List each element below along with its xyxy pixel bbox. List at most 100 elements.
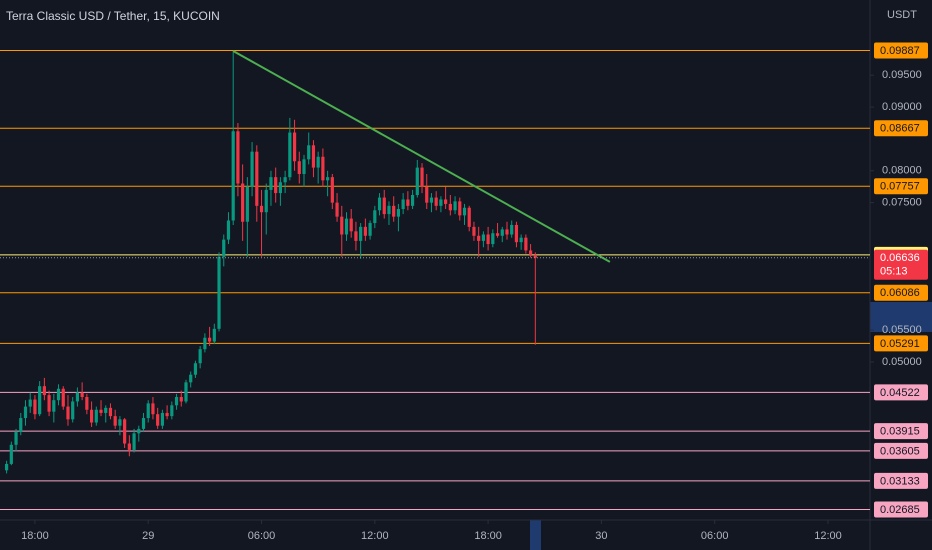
candle-body bbox=[80, 392, 84, 398]
candle-body bbox=[340, 216, 344, 235]
level-label: 0.09887 bbox=[880, 45, 920, 57]
level-label: 0.03605 bbox=[880, 445, 920, 457]
candle-body bbox=[241, 183, 245, 222]
candle-body bbox=[425, 186, 429, 203]
candle-body bbox=[236, 131, 240, 184]
candle-body bbox=[75, 392, 80, 402]
candle-body bbox=[344, 218, 349, 235]
candle-body bbox=[193, 363, 198, 375]
candle-body bbox=[283, 177, 287, 183]
candle-body bbox=[113, 416, 117, 426]
candle-body bbox=[259, 205, 264, 213]
candle-body bbox=[217, 256, 221, 329]
candle-body bbox=[184, 382, 188, 402]
x-tick-label: 18:00 bbox=[474, 530, 502, 542]
y-tick-label: 0.08000 bbox=[882, 165, 922, 177]
candle-body bbox=[392, 205, 396, 217]
candle-body bbox=[99, 409, 103, 413]
candle-body bbox=[524, 237, 528, 251]
candle-body bbox=[316, 156, 320, 168]
candle-body bbox=[297, 161, 301, 174]
candle-body bbox=[420, 167, 424, 187]
x-tick-label: 06:00 bbox=[701, 530, 729, 542]
time-highlight bbox=[530, 520, 541, 550]
candle-body bbox=[486, 234, 490, 245]
candle-body bbox=[104, 407, 108, 413]
candle-body bbox=[61, 388, 65, 407]
candle-body bbox=[123, 419, 127, 444]
candle-body bbox=[160, 412, 164, 426]
candle-body bbox=[250, 151, 254, 187]
candle-body bbox=[170, 405, 174, 417]
candle-body bbox=[198, 349, 202, 364]
candle-body bbox=[118, 419, 122, 426]
candle-body bbox=[141, 418, 146, 429]
level-label-bg bbox=[874, 423, 928, 440]
candle-body bbox=[66, 406, 70, 420]
candle-body bbox=[302, 159, 306, 174]
candle-body bbox=[326, 177, 330, 181]
candle-body bbox=[439, 199, 443, 206]
chart-title: Terra Classic USD / Tether, 15, KUCOIN bbox=[6, 9, 220, 23]
level-label: 0.05291 bbox=[880, 338, 920, 350]
candle-body bbox=[528, 250, 533, 255]
candle-body bbox=[132, 433, 136, 450]
candle-body bbox=[226, 220, 231, 240]
candle-body bbox=[89, 409, 94, 423]
candle-body bbox=[255, 151, 259, 206]
level-label-bg bbox=[874, 501, 928, 518]
candle-body bbox=[500, 229, 504, 236]
candle-body bbox=[19, 418, 23, 433]
candle-body bbox=[387, 205, 391, 215]
candle-body bbox=[477, 235, 481, 241]
candle-body bbox=[448, 203, 452, 211]
candle-body bbox=[203, 337, 207, 350]
candle-body bbox=[377, 197, 382, 211]
candle-body bbox=[349, 218, 353, 232]
y-tick-label: 0.05500 bbox=[882, 324, 922, 336]
candle-body bbox=[510, 224, 514, 235]
candle-body bbox=[52, 400, 56, 412]
candle-body bbox=[9, 444, 13, 464]
candle-body bbox=[401, 199, 405, 210]
x-tick-label: 18:00 bbox=[21, 530, 49, 542]
candle-body bbox=[410, 195, 415, 206]
candle-body bbox=[335, 202, 339, 217]
candle-body bbox=[311, 145, 316, 168]
level-label: 0.03133 bbox=[880, 475, 920, 487]
level-label-bg bbox=[874, 42, 928, 59]
candle-body bbox=[5, 463, 9, 471]
candle-body bbox=[23, 406, 28, 419]
candle-body bbox=[222, 239, 226, 257]
candle-body bbox=[269, 177, 273, 190]
candle-body bbox=[179, 397, 183, 402]
candle-body bbox=[245, 186, 249, 222]
candle-body bbox=[56, 388, 61, 401]
candle-body bbox=[156, 414, 160, 426]
level-label-bg bbox=[874, 120, 928, 137]
candle-body bbox=[373, 210, 377, 224]
level-label-bg bbox=[874, 384, 928, 401]
candle-body bbox=[33, 399, 37, 415]
level-label: 0.08667 bbox=[880, 123, 920, 135]
x-tick-label: 12:00 bbox=[814, 530, 842, 542]
candle-body bbox=[151, 403, 155, 415]
level-label: 0.07757 bbox=[880, 181, 920, 193]
candle-body bbox=[321, 156, 325, 181]
candle-body bbox=[354, 231, 358, 241]
y-tick-label: 0.09500 bbox=[882, 69, 922, 81]
candle-body bbox=[71, 401, 75, 420]
candle-body bbox=[467, 207, 471, 227]
candle-body bbox=[165, 412, 169, 417]
candle-body bbox=[292, 132, 297, 162]
trend-line bbox=[232, 50, 611, 263]
candle-body bbox=[462, 207, 467, 216]
candle-body bbox=[94, 409, 98, 423]
candle-body bbox=[472, 226, 476, 236]
candle-body bbox=[458, 201, 462, 216]
level-label-bg bbox=[874, 442, 928, 459]
candle-body bbox=[231, 131, 235, 221]
candle-body bbox=[85, 397, 89, 410]
candle-body bbox=[42, 386, 46, 396]
candle-body bbox=[495, 233, 500, 236]
